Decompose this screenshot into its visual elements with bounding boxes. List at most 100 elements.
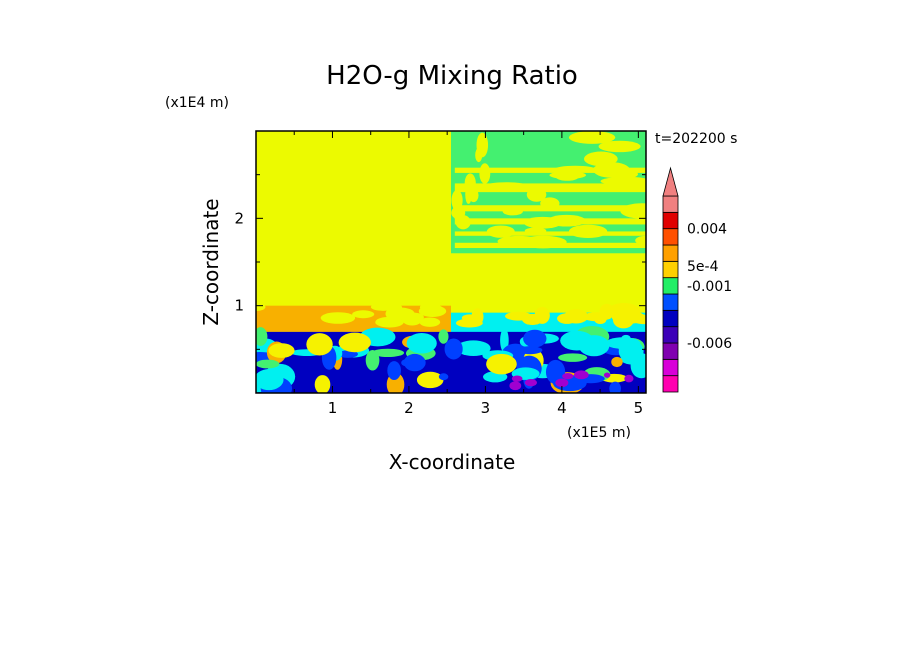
field-patch: [547, 214, 586, 227]
colorbar-segment: [662, 293, 679, 311]
field-patch: [611, 356, 623, 368]
field-patch: [403, 353, 426, 372]
field-patch: [554, 165, 596, 173]
x-tick-label: 3: [481, 399, 491, 417]
field-patch: [620, 203, 646, 219]
field-patch: [624, 374, 634, 383]
field-patch: [408, 312, 424, 322]
colorbar: 0.004 5e-4 -0.001 -0.006: [662, 166, 732, 393]
field-patch: [524, 227, 547, 235]
field-patch: [574, 370, 589, 380]
field-patch: [557, 313, 577, 324]
x-tick-label: 1: [328, 399, 338, 417]
field-patch: [524, 379, 537, 387]
field-patch: [511, 375, 523, 382]
field-patch: [635, 235, 646, 245]
field-patch: [519, 235, 567, 249]
y-scale-label: (x1E4 m): [165, 95, 229, 111]
colorbar-segment: [662, 309, 679, 328]
x-tick-label: 4: [557, 399, 567, 417]
field-patch: [256, 369, 284, 391]
x-scale-label: (x1E5 m): [567, 425, 631, 441]
field-patch: [562, 373, 574, 380]
field-patch: [375, 316, 404, 328]
x-tick-label: 2: [404, 399, 414, 417]
x-axis: 1 2 3 4 5: [293, 131, 644, 417]
colorbar-label: -0.001: [687, 279, 732, 295]
colorbar-segment: [662, 244, 679, 262]
colorbar-label: 0.004: [687, 222, 727, 238]
field-patch: [387, 361, 401, 380]
field-patch: [419, 317, 441, 327]
colorbar-segment: [662, 277, 679, 295]
field-patch: [416, 371, 444, 389]
field-patch: [568, 131, 616, 144]
field-patch: [578, 335, 610, 357]
field-patch: [401, 359, 413, 367]
colorbar-segment: [662, 326, 679, 344]
field-patch: [505, 311, 532, 321]
field-patch: [479, 163, 491, 184]
field-streak: [454, 231, 646, 236]
field-patch: [455, 215, 471, 230]
field-patch: [631, 316, 646, 325]
field-patch: [419, 302, 441, 312]
colorbar-segment: [662, 260, 679, 279]
colorbar-segment: [662, 375, 679, 393]
field-patch: [268, 343, 295, 358]
field-patch: [603, 372, 611, 378]
field-patch: [545, 359, 566, 385]
field-patch: [592, 162, 630, 178]
field-streak: [454, 183, 646, 193]
field-patch: [337, 350, 358, 358]
colorbar-segment: [662, 228, 679, 246]
field-patch: [517, 346, 543, 355]
field-patch: [618, 340, 644, 363]
field-streak: [454, 167, 646, 173]
field-patch: [352, 310, 375, 319]
field-patch: [612, 311, 634, 329]
y-tick-label: 1: [234, 297, 244, 315]
field-patch: [371, 348, 405, 358]
field-patch: [534, 306, 550, 324]
x-tick-label: 5: [634, 399, 644, 417]
field-patch: [256, 302, 266, 312]
chart-title: H2O-g Mixing Ratio: [326, 61, 578, 91]
heatmap-field: [256, 131, 646, 393]
field-patch: [555, 172, 579, 181]
field-patch: [486, 353, 517, 375]
field-patch: [256, 359, 280, 369]
field-patch: [306, 333, 333, 356]
y-axis: 12: [234, 174, 646, 350]
field-patch: [438, 329, 449, 344]
field-patch: [509, 381, 522, 391]
field-patch: [338, 332, 371, 353]
colorbar-extend-arrow: [662, 166, 679, 197]
colorbar-segment: [662, 211, 679, 230]
field-patch: [609, 381, 622, 393]
y-tick-label: 2: [234, 209, 244, 227]
field-patch: [600, 176, 646, 186]
field-patch: [486, 225, 515, 238]
colorbar-segment: [662, 342, 679, 360]
field-patch: [476, 132, 489, 158]
field-patch: [555, 378, 569, 388]
field-patch: [582, 312, 611, 322]
colorbar-segment: [662, 358, 679, 377]
x-axis-label: X-coordinate: [389, 450, 516, 474]
field-patch: [456, 340, 491, 357]
y-axis-label: Z-coordinate: [199, 198, 223, 325]
field-patch: [558, 353, 588, 362]
field-patch: [438, 373, 449, 381]
field-patch: [320, 312, 356, 324]
field-patch: [444, 338, 463, 360]
field-patch: [256, 327, 268, 347]
colorbar-label: 5e-4: [687, 259, 719, 275]
field-patch: [598, 140, 641, 153]
colorbar-segment: [662, 195, 679, 213]
field-patch: [568, 224, 608, 239]
field-patch: [484, 182, 529, 191]
colorbar-label: -0.006: [687, 336, 732, 352]
field-patch: [370, 303, 396, 311]
